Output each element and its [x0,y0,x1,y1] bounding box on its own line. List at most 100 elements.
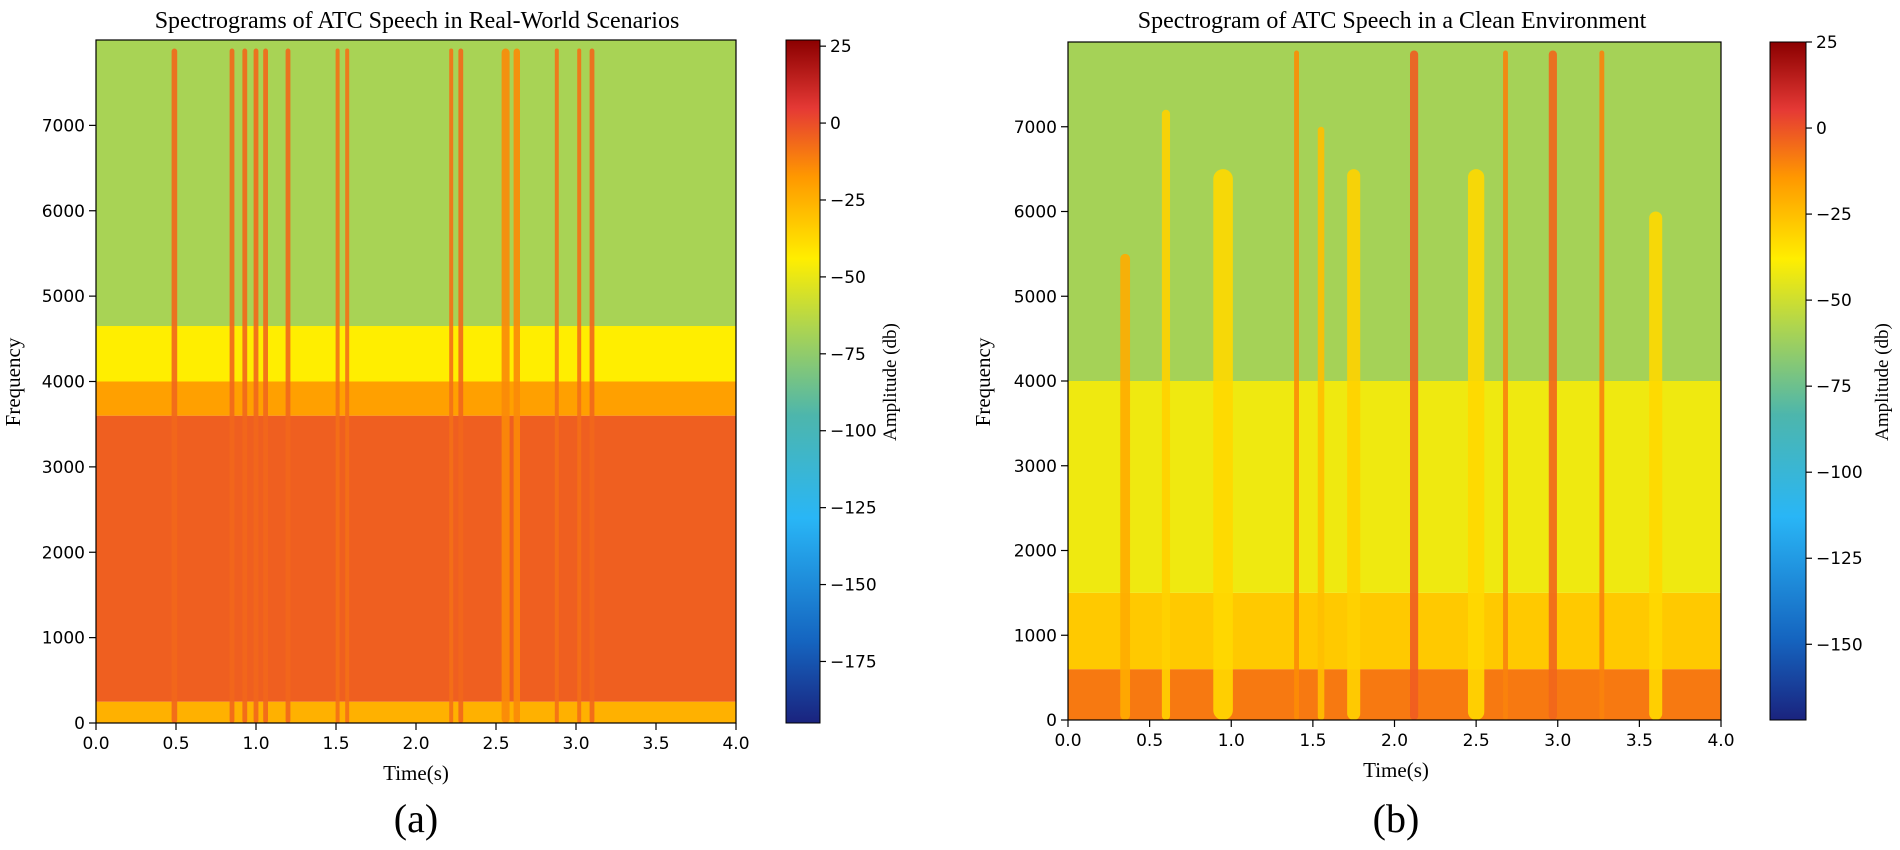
y-axis-label-b: Frequency [971,337,995,426]
colorbar-tick-label: −50 [1816,291,1852,311]
y-tick-label: 0 [1046,711,1057,731]
colorbar-tick-label: 0 [830,114,841,134]
speech-burst [1548,50,1557,721]
speech-burst [263,48,268,724]
freq-band [96,701,736,723]
x-tick-label: 0.0 [1054,731,1081,751]
x-tick-label: 1.5 [322,734,349,754]
colorbar-tick-label: −25 [830,191,866,211]
x-tick-label: 4.0 [1707,731,1734,751]
y-tick-label: 6000 [42,202,85,222]
speech-burst [554,48,559,724]
x-axis-label-b: Time(s) [1363,758,1429,782]
x-tick-label: 3.5 [1626,731,1653,751]
speech-burst [1120,253,1131,720]
colorbar-tick-label: −100 [830,422,877,442]
speech-burst [335,48,340,724]
y-tick-label: 2000 [1014,542,1057,562]
x-tick-label: 1.5 [1299,731,1326,751]
speech-burst [1410,50,1419,721]
colorbar-tick-label: 25 [1816,33,1838,53]
x-tick-label: 3.5 [642,734,669,754]
x-tick-label: 2.0 [1381,731,1408,751]
colorbar-tick-label: −150 [1816,635,1863,655]
axes-b: 0.0 0.5 1.0 1.5 2.0 2.5 3.0 3.5 4.0 0 1000 2000 3000… [1014,118,1735,751]
x-tick-label: 0.0 [82,734,109,754]
x-axis-label-a: Time(s) [383,761,449,785]
colorbar-tick-label: −150 [830,576,877,596]
colorbar-b [1769,41,1807,721]
colorbar-tick-label: −25 [1816,205,1852,225]
speech-burst [513,48,520,724]
speech-burst [285,48,291,724]
y-axis-label-a: Frequency [1,337,25,426]
y-tick-label: 3000 [42,458,85,478]
speech-burst [242,48,248,724]
freq-band [1068,381,1721,593]
speech-burst [589,48,595,724]
speech-burst [1213,169,1233,720]
colorbar-tick-label: −50 [830,268,866,288]
x-tick-label: 1.0 [1218,731,1245,751]
y-tick-label: 7000 [1014,118,1057,138]
speech-burst [253,48,259,724]
freq-band [1068,42,1721,381]
y-tick-label: 1000 [1014,626,1057,646]
colorbar-ticks-a: 25 0 −25 −50 −75 −100 −125 −150 −175 [820,37,877,672]
x-tick-label: 1.0 [242,734,269,754]
y-tick-label: 5000 [1014,287,1057,307]
speech-burst [449,48,454,724]
heatmap-a [96,40,736,724]
speech-burst [229,48,235,724]
freq-band [96,415,736,702]
x-tick-label: 2.5 [1463,731,1490,751]
y-tick-label: 4000 [42,373,85,393]
speech-burst [1317,126,1325,720]
y-tick-label: 4000 [1014,372,1057,392]
freq-band [96,381,736,416]
colorbar-tick-label: −100 [1816,463,1863,483]
speech-burst [1649,211,1663,720]
axes-a: 0.0 0.5 1.0 1.5 2.0 2.5 3.0 3.5 4.0 0 1000 2000 3000… [42,116,750,754]
x-tick-label: 0.5 [162,734,189,754]
speech-burst [458,48,464,724]
y-tick-label: 6000 [1014,203,1057,223]
colorbar-tick-label: 25 [830,37,852,57]
y-tick-label: 0 [74,714,85,734]
colorbar-ticks-b: 25 0 −25 −50 −75 −100 −125 −150 [1806,33,1863,655]
y-tick-label: 3000 [1014,457,1057,477]
speech-burst [577,48,582,724]
x-tick-label: 2.0 [402,734,429,754]
freq-band [96,40,736,327]
x-tick-label: 3.0 [562,734,589,754]
spectrogram-panel-a: Spectrograms of ATC Speech in Real-World… [1,8,901,785]
colorbar-tick-label: 0 [1816,119,1827,139]
y-tick-label: 2000 [42,543,85,563]
colorbar-label-b: Amplitude (db) [1872,323,1893,441]
colorbar-a [785,39,821,724]
x-tick-label: 3.0 [1544,731,1571,751]
x-tick-label: 4.0 [722,734,749,754]
speech-burst [1503,50,1508,721]
freq-band [1068,669,1721,720]
panel-label-b: (b) [1372,796,1420,841]
speech-burst [1347,169,1361,720]
speech-burst [501,48,510,724]
colorbar-tick-label: −125 [830,499,877,519]
speech-burst [1161,109,1171,721]
freq-band [96,326,736,382]
speech-burst [1467,169,1485,720]
colorbar-tick-label: −125 [1816,549,1863,569]
chart-title-a: Spectrograms of ATC Speech in Real-World… [155,8,680,34]
x-tick-label: 0.5 [1136,731,1163,751]
colorbar-label-a: Amplitude (db) [880,323,901,441]
speech-burst [1599,50,1605,721]
spectrogram-panel-b: Spectrogram of ATC Speech in a Clean Env… [971,8,1893,782]
speech-burst [345,48,350,724]
y-tick-label: 1000 [42,629,85,649]
colorbar-tick-label: −75 [1816,377,1852,397]
x-tick-label: 2.5 [482,734,509,754]
colorbar-tick-label: −175 [830,652,877,672]
colorbar-tick-label: −75 [830,345,866,365]
